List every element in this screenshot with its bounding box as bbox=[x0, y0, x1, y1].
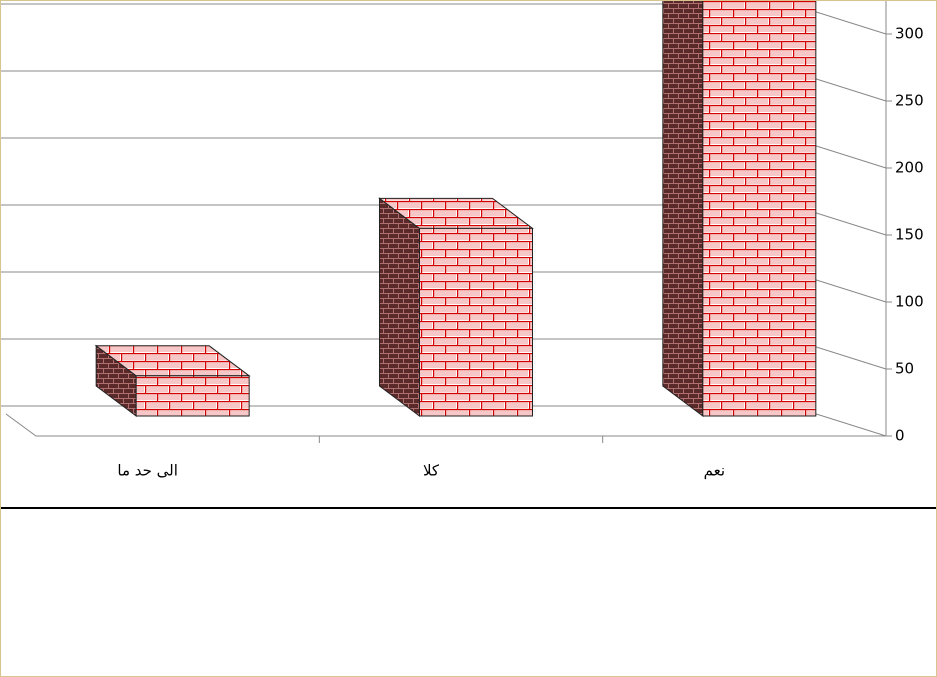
x-tick-label: نعم bbox=[704, 462, 725, 480]
bar bbox=[702, 1, 817, 417]
y-tick-label: 50 bbox=[895, 360, 914, 378]
y-tick-label: 100 bbox=[895, 293, 924, 311]
bar-side bbox=[662, 1, 704, 417]
y-tick-label: 0 bbox=[895, 427, 905, 445]
y-tick-label: 250 bbox=[895, 92, 924, 110]
y-tick-label: 300 bbox=[895, 25, 924, 43]
x-tick-label: الى حد ما bbox=[117, 462, 178, 480]
x-tick-label: كلا bbox=[423, 462, 440, 480]
bar bbox=[135, 375, 250, 417]
bar-side bbox=[379, 197, 420, 417]
floor-edge bbox=[5, 413, 886, 437]
bar bbox=[419, 227, 533, 417]
y-tick-label: 150 bbox=[895, 226, 924, 244]
y-tick-label: 200 bbox=[895, 159, 924, 177]
